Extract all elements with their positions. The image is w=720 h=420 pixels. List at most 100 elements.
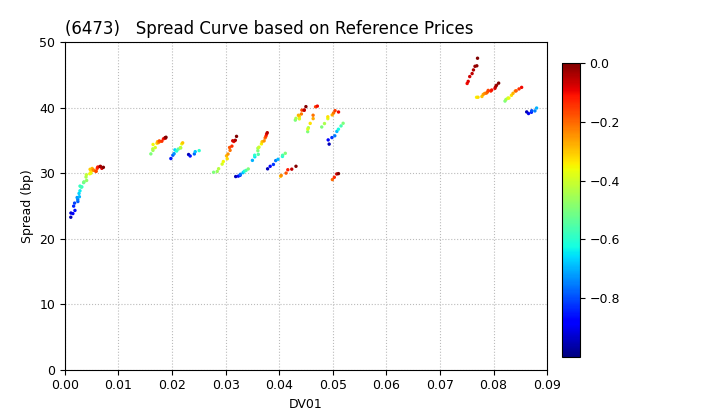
Point — [94, 163, 106, 170]
Point — [531, 105, 542, 111]
Point — [323, 141, 335, 147]
Point — [84, 166, 96, 173]
Point — [86, 165, 98, 172]
Point — [462, 80, 473, 87]
Point — [67, 210, 78, 217]
Point — [333, 170, 344, 177]
X-axis label: DV01: DV01 — [289, 398, 323, 411]
Point — [333, 109, 344, 116]
Point — [145, 150, 157, 157]
Point — [322, 113, 333, 120]
Point — [240, 167, 252, 174]
Point — [88, 167, 99, 173]
Point — [153, 139, 164, 146]
Point — [290, 115, 302, 122]
Point — [222, 151, 234, 158]
Point — [230, 137, 241, 144]
Point — [91, 168, 102, 175]
Point — [171, 148, 182, 155]
Point — [523, 110, 534, 117]
Point — [225, 147, 236, 154]
Point — [510, 88, 521, 94]
Point — [217, 161, 228, 168]
Point — [158, 136, 169, 142]
Point — [526, 109, 537, 116]
Point — [183, 151, 194, 158]
Point — [258, 137, 270, 144]
Point — [326, 134, 338, 141]
Point — [148, 141, 159, 148]
Point — [471, 63, 482, 69]
Point — [156, 138, 168, 144]
Point — [282, 166, 294, 173]
Y-axis label: Spread (bp): Spread (bp) — [21, 169, 34, 243]
Point — [224, 144, 235, 151]
Point — [277, 152, 289, 159]
Point — [69, 207, 81, 214]
Point — [276, 153, 288, 160]
Point — [153, 137, 165, 144]
Point — [94, 163, 106, 170]
Point — [300, 103, 312, 110]
Point — [189, 151, 200, 158]
Point — [299, 107, 310, 113]
Point — [154, 138, 166, 145]
Point — [261, 131, 272, 137]
Point — [212, 168, 223, 175]
Point — [294, 116, 305, 122]
Point — [91, 165, 103, 172]
Point — [467, 70, 478, 77]
Point — [184, 152, 196, 159]
Point — [319, 120, 330, 127]
Point — [71, 194, 83, 201]
Point — [230, 173, 241, 180]
Point — [249, 153, 261, 160]
Point — [222, 155, 233, 162]
Point — [159, 134, 171, 141]
Point — [298, 107, 310, 113]
Point — [226, 143, 238, 150]
Point — [290, 163, 302, 170]
Point — [505, 92, 517, 99]
Point — [175, 144, 186, 151]
Point — [503, 95, 515, 102]
Point — [485, 88, 497, 94]
Point — [194, 147, 205, 154]
Point — [177, 139, 189, 146]
Point — [482, 89, 493, 95]
Point — [510, 87, 522, 94]
Point — [481, 90, 492, 97]
Point — [329, 132, 341, 139]
Point — [208, 169, 220, 176]
Point — [80, 174, 91, 181]
Point — [160, 135, 171, 142]
Point — [150, 144, 161, 151]
Point — [264, 163, 276, 170]
Point — [493, 80, 505, 87]
Point — [90, 168, 102, 175]
Point — [147, 147, 158, 154]
Point — [235, 172, 246, 178]
Point — [73, 190, 85, 197]
Point — [270, 157, 282, 164]
Point — [316, 123, 328, 130]
Point — [471, 94, 482, 101]
Point — [227, 137, 238, 144]
Point — [472, 55, 483, 62]
Point — [279, 150, 291, 157]
Point — [328, 110, 339, 116]
Point — [213, 165, 225, 172]
Point — [296, 107, 307, 113]
Point — [72, 196, 84, 203]
Point — [312, 103, 323, 110]
Point — [73, 193, 85, 200]
Point — [268, 161, 279, 168]
Point — [169, 147, 181, 153]
Point — [479, 90, 490, 97]
Point — [502, 95, 513, 102]
Point — [261, 129, 273, 136]
Point — [221, 152, 233, 159]
Point — [322, 116, 333, 122]
Point — [302, 128, 313, 135]
Point — [238, 168, 250, 175]
